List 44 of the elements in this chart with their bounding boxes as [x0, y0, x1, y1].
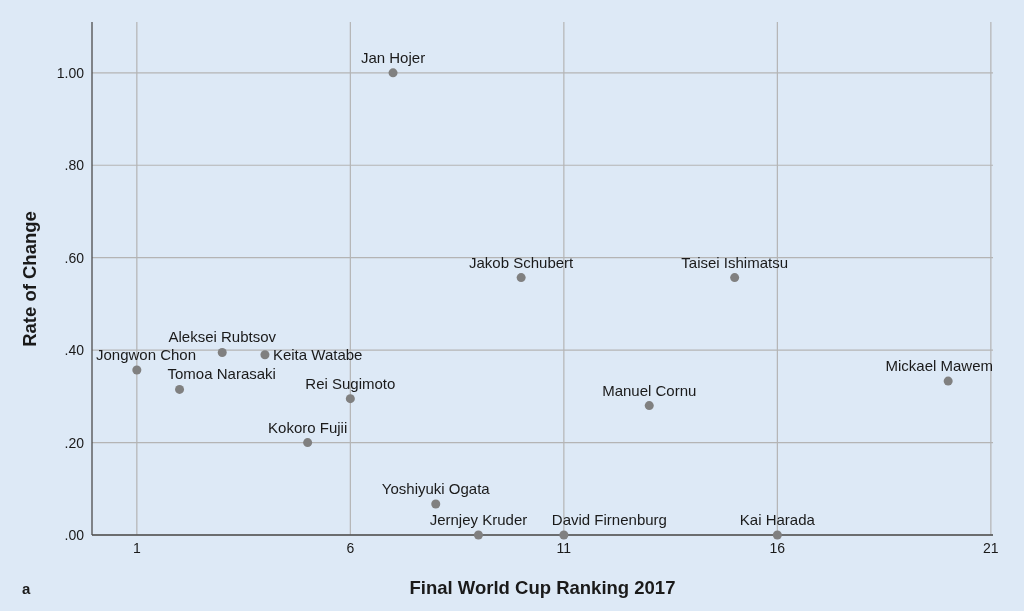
annotation: Manuel Cornu: [602, 381, 697, 399]
annotation: Kokoro Fujii: [268, 418, 348, 436]
x-tick-label: 11: [556, 539, 572, 556]
annotation: Jakob Schubert: [469, 253, 575, 271]
point: [132, 365, 142, 375]
y-tick-label: .40: [64, 342, 85, 359]
y-tick-label: .20: [64, 434, 85, 451]
y-tick-label: .60: [64, 249, 85, 266]
point: [644, 401, 654, 411]
annotation: Taisei Ishimatsu: [681, 253, 789, 271]
annotation: Mickael Mawem: [885, 357, 994, 375]
annotation: Tomoa Narasaki: [167, 365, 276, 383]
annotation: Jernjey Kruder: [429, 511, 528, 528]
x-tick-label: 21: [983, 539, 999, 556]
x-tick-label: 1: [132, 539, 141, 556]
annotation: Aleksei Rubtsov: [168, 328, 277, 346]
annotation: Jan Hojer: [360, 48, 426, 66]
point: [388, 68, 398, 78]
point: [431, 499, 441, 509]
x-axis-title: Final World Cup Ranking 2017: [409, 577, 676, 599]
point: [303, 438, 313, 448]
x-tick-label: 6: [346, 539, 355, 556]
point: [175, 384, 185, 394]
point: [473, 530, 483, 540]
point: [260, 350, 270, 360]
point: [559, 530, 569, 540]
point: [772, 530, 782, 540]
y-tick-label: .00: [64, 526, 85, 543]
point: [730, 273, 740, 283]
point: [943, 376, 953, 386]
point: [345, 394, 355, 404]
annotation: Rei Sugimoto: [305, 374, 396, 392]
annotation: Keita Watabe: [272, 345, 363, 363]
annotation: David Firnenburg: [551, 511, 667, 528]
point: [516, 273, 526, 283]
annotation: Yoshiyuki Ogata: [381, 480, 491, 498]
annotation: Kai Harada: [739, 511, 816, 528]
x-tick-label: 16: [769, 539, 786, 556]
annotation: Jongwon Chon: [96, 346, 197, 364]
text: a: [22, 580, 31, 598]
y-tick-label: .80: [64, 157, 85, 174]
y-tick-label: 1.00: [56, 64, 85, 81]
y-axis-title: Rate of Change: [19, 210, 41, 347]
point: [217, 347, 227, 357]
